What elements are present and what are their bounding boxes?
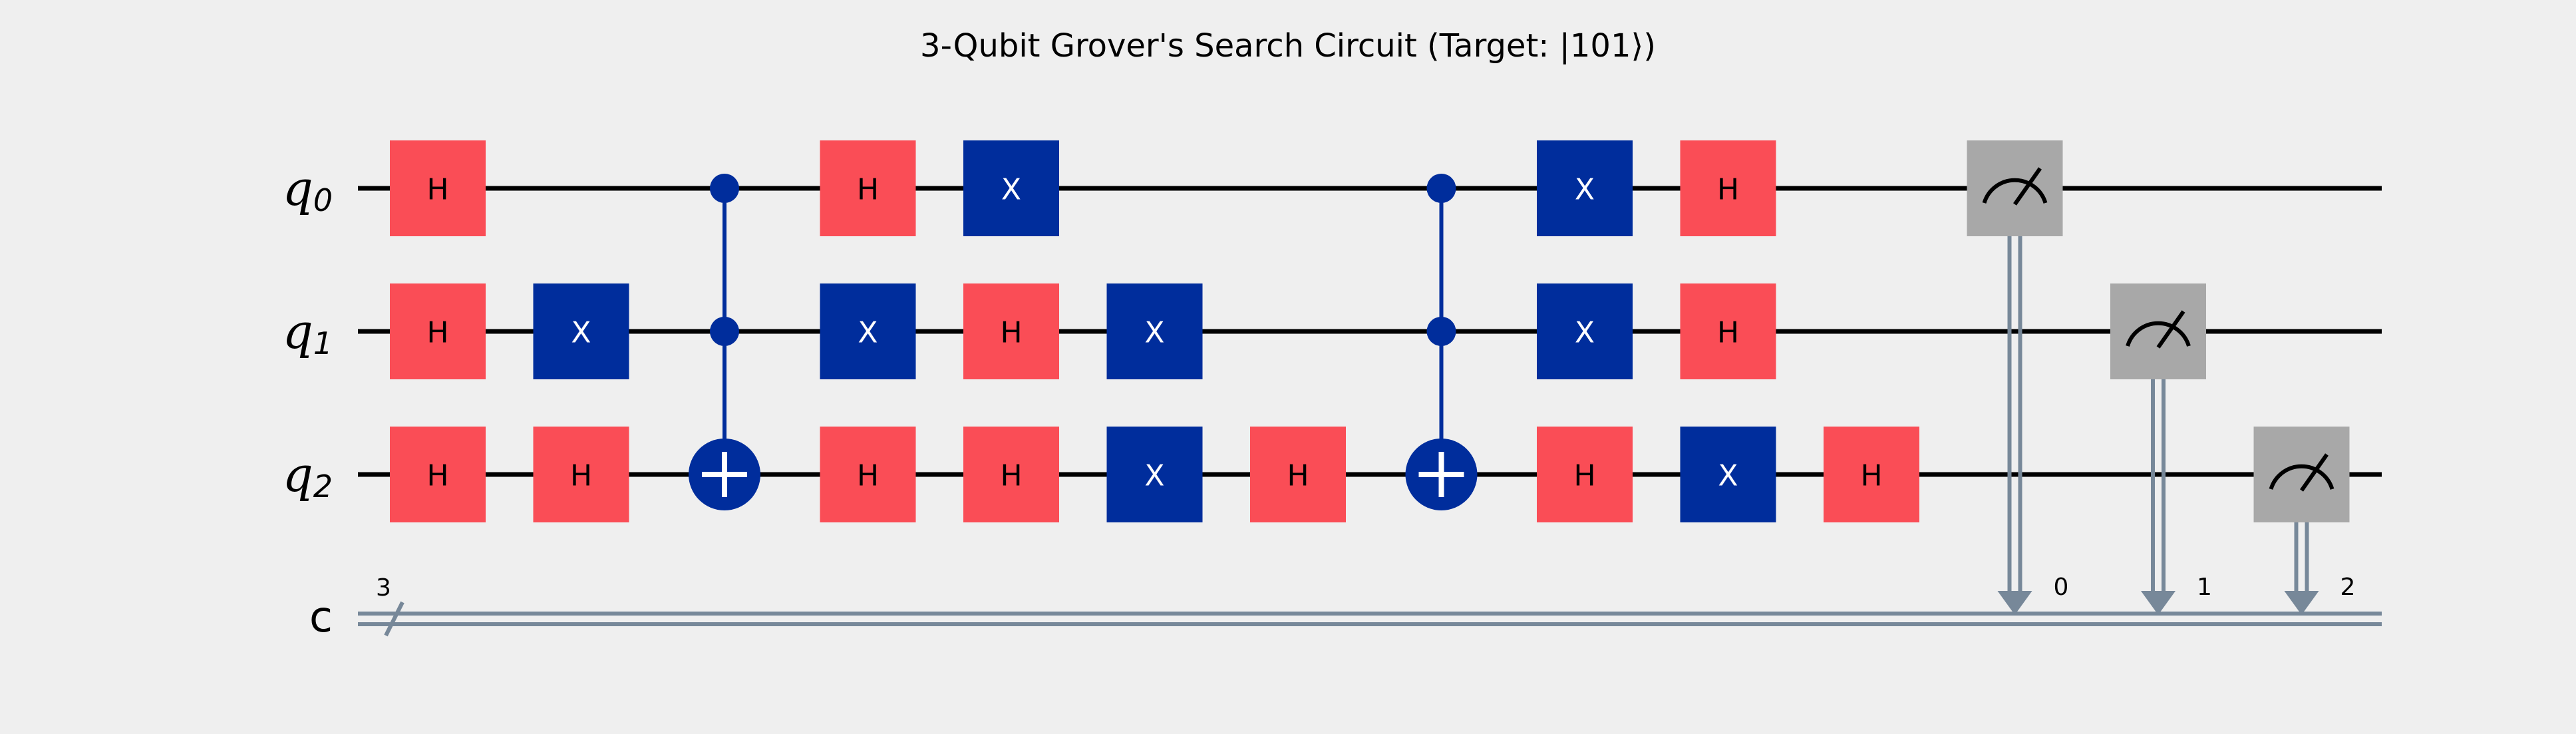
hadamard-gate: H bbox=[1250, 427, 1346, 522]
hadamard-gate: H bbox=[820, 140, 916, 236]
pauli-x-gate: X bbox=[533, 283, 629, 379]
pauli-x-gate: X bbox=[963, 140, 1059, 236]
gate-label: H bbox=[857, 173, 879, 207]
gate-label: H bbox=[570, 459, 592, 493]
gate-box bbox=[963, 140, 1059, 236]
clbit-index-label: 2 bbox=[2340, 574, 2356, 601]
gate-box bbox=[1824, 427, 1919, 522]
hadamard-gate: H bbox=[1680, 283, 1776, 379]
gate-label: H bbox=[1860, 459, 1882, 493]
pauli-x-gate: X bbox=[1106, 283, 1203, 379]
gate-box bbox=[1537, 427, 1633, 522]
control-dot bbox=[1426, 317, 1456, 346]
gate-label: X bbox=[571, 316, 591, 350]
hadamard-gate: H bbox=[390, 283, 486, 379]
measure-box bbox=[2110, 283, 2206, 379]
gate-label: X bbox=[858, 316, 878, 350]
gate-box bbox=[820, 283, 916, 379]
hadamard-gate: H bbox=[533, 427, 629, 522]
gate-label: H bbox=[1000, 459, 1022, 493]
gate-box bbox=[1680, 140, 1776, 236]
meter-needle bbox=[2156, 310, 2185, 349]
gate-box bbox=[390, 427, 486, 522]
measure-gate: 2 bbox=[2253, 427, 2356, 615]
gate-box bbox=[533, 427, 629, 522]
gate-box bbox=[390, 140, 486, 236]
meter-arc bbox=[2126, 321, 2191, 347]
hadamard-gate: H bbox=[390, 427, 486, 522]
meter-needle bbox=[2013, 167, 2042, 206]
measure-gate: 0 bbox=[1967, 140, 2069, 615]
meter-needle bbox=[2300, 453, 2329, 492]
classical-width-label: 3 bbox=[376, 574, 391, 602]
gate-label: X bbox=[1575, 173, 1595, 207]
measure-arrow bbox=[2284, 591, 2319, 615]
gate-label: H bbox=[1717, 173, 1739, 207]
circuit-title: 3-Qubit Grover's Search Circuit (Target:… bbox=[920, 27, 1656, 65]
gate-label: H bbox=[426, 316, 448, 350]
wire-label-q0: q0 bbox=[283, 160, 333, 218]
wire-label-q1: q1 bbox=[283, 303, 333, 361]
gate-box bbox=[963, 427, 1059, 522]
pauli-x-gate: X bbox=[1680, 427, 1776, 522]
gate-label: H bbox=[1717, 316, 1739, 350]
wire-label-q2: q2 bbox=[283, 447, 333, 504]
hadamard-gate: H bbox=[1537, 427, 1633, 522]
gate-box bbox=[1537, 283, 1633, 379]
measure-box bbox=[1967, 140, 2063, 236]
hadamard-gate: H bbox=[963, 427, 1059, 522]
gate-box bbox=[820, 427, 916, 522]
gate-label: X bbox=[1144, 459, 1164, 493]
gate-label: X bbox=[1575, 316, 1595, 350]
gate-label: X bbox=[1718, 459, 1738, 493]
gate-box bbox=[963, 283, 1059, 379]
pauli-x-gate: X bbox=[1106, 427, 1203, 522]
gate-box bbox=[1250, 427, 1346, 522]
gate-label: H bbox=[1000, 316, 1022, 350]
wire-label-c: c bbox=[309, 593, 333, 642]
gate-label: X bbox=[1144, 316, 1164, 350]
hadamard-gate: H bbox=[1824, 427, 1919, 522]
gate-box bbox=[1106, 427, 1203, 522]
gate-box bbox=[390, 283, 486, 379]
gate-label: H bbox=[1287, 459, 1309, 493]
gate-box bbox=[1106, 283, 1203, 379]
measure-arrow bbox=[1997, 591, 2032, 615]
meter-arc bbox=[1982, 178, 2048, 204]
measure-gate: 1 bbox=[2110, 283, 2212, 615]
hadamard-gate: H bbox=[1680, 140, 1776, 236]
control-dot bbox=[710, 317, 739, 346]
control-dot bbox=[1426, 174, 1456, 203]
meter-arc bbox=[2269, 464, 2334, 490]
hadamard-gate: H bbox=[820, 427, 916, 522]
gate-box bbox=[1680, 283, 1776, 379]
gate-label: X bbox=[1001, 173, 1021, 207]
hadamard-gate: H bbox=[390, 140, 486, 236]
toffoli-gate bbox=[689, 174, 760, 510]
gate-label: H bbox=[857, 459, 879, 493]
pauli-x-gate: X bbox=[820, 283, 916, 379]
classical-bundle-slash bbox=[384, 601, 404, 637]
gate-label: H bbox=[426, 459, 448, 493]
clbit-index-label: 1 bbox=[2197, 574, 2212, 601]
gate-box bbox=[820, 140, 916, 236]
clbit-index-label: 0 bbox=[2054, 574, 2069, 601]
measure-box bbox=[2253, 427, 2350, 522]
pauli-x-gate: X bbox=[1537, 283, 1633, 379]
gate-box bbox=[533, 283, 629, 379]
gate-label: H bbox=[1573, 459, 1595, 493]
control-dot bbox=[710, 174, 739, 203]
classical-wire: 3 bbox=[358, 574, 2382, 637]
toffoli-gate bbox=[1405, 174, 1478, 510]
pauli-x-gate: X bbox=[1537, 140, 1633, 236]
gate-box bbox=[1680, 427, 1776, 522]
hadamard-gate: H bbox=[963, 283, 1059, 379]
gate-box bbox=[1537, 140, 1633, 236]
measure-arrow bbox=[2141, 591, 2175, 615]
gate-label: H bbox=[426, 173, 448, 207]
